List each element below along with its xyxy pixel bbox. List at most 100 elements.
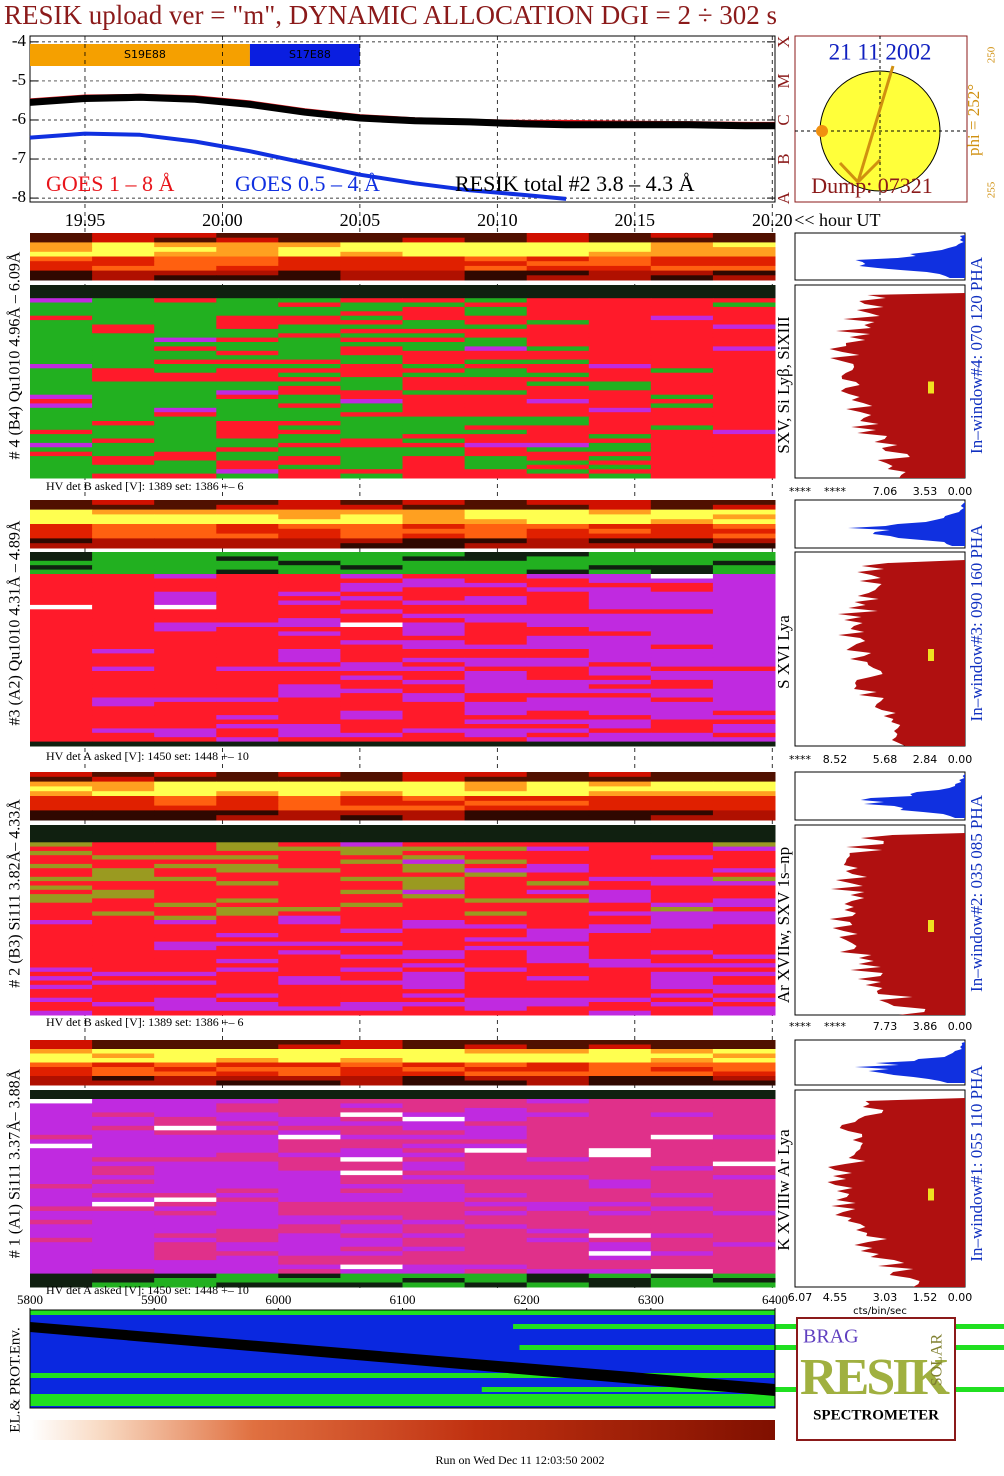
spectrogram-cell — [92, 1255, 155, 1261]
spectrogram-cell — [154, 924, 217, 930]
spectrogram-cell — [216, 574, 279, 579]
spectrogram-cell — [526, 381, 590, 387]
spectrogram-cell — [526, 298, 590, 304]
strip-cell — [650, 528, 714, 535]
strip-cell — [464, 1071, 528, 1077]
spectrogram-cell — [154, 1103, 217, 1109]
spectrogram-cell — [588, 710, 652, 716]
spectrogram-cell — [30, 1179, 93, 1185]
spectrogram-cell — [278, 963, 341, 968]
spectrogram-cell — [402, 412, 466, 418]
spectrogram-cell — [92, 1125, 155, 1131]
spectrogram-cell — [464, 1224, 528, 1230]
spectrogram-cell — [464, 556, 528, 562]
spectrogram-cell — [650, 693, 714, 698]
spectrogram-cell — [278, 1112, 341, 1118]
spectrogram-cell — [30, 1010, 93, 1016]
spectrogram-cell — [278, 438, 341, 444]
spectrogram-cell — [650, 876, 714, 882]
strip-cell — [712, 1067, 776, 1072]
spectrogram-cell — [402, 390, 466, 396]
spectrogram-cell — [588, 355, 652, 361]
spectrogram-cell — [712, 1246, 776, 1252]
spectrogram-cell — [340, 657, 403, 663]
spectrogram-cell — [712, 1121, 776, 1127]
hist-blue — [848, 502, 965, 546]
spectrogram-cell — [92, 306, 155, 312]
strip-cell — [650, 509, 714, 515]
spectrogram-cell — [650, 1125, 714, 1131]
spectrogram-cell — [340, 372, 403, 378]
spectrogram-cell — [650, 1215, 714, 1221]
spectrogram-cell — [278, 872, 341, 878]
strip-cell — [92, 265, 155, 272]
strip-cell — [30, 275, 93, 281]
spectrogram-cell — [154, 976, 217, 981]
spectrogram-cell — [92, 1090, 155, 1095]
spectrogram-cell — [216, 627, 279, 632]
strip-cell — [464, 256, 528, 262]
spectrogram-cell — [278, 741, 341, 747]
spectrogram-cell — [650, 1269, 714, 1275]
spectrogram-cell — [340, 1201, 403, 1207]
spectrogram-cell — [464, 565, 528, 571]
spectrogram-cell — [464, 1251, 528, 1257]
spectrogram-cell — [464, 1219, 528, 1225]
spectrogram-cell — [588, 1010, 652, 1016]
spectrogram-cell — [154, 657, 217, 663]
spectrogram-cell — [588, 653, 652, 659]
spectrogram-cell — [588, 993, 652, 999]
spectrogram-cell — [216, 565, 279, 571]
spectrogram-cell — [526, 1210, 590, 1216]
spectrogram-cell — [278, 1157, 341, 1163]
strip-cell — [712, 1062, 776, 1068]
spectrogram-cell — [526, 1152, 590, 1158]
spectrogram-cell — [402, 640, 466, 646]
spectrogram-cell — [588, 1152, 652, 1158]
spectrogram-cell — [712, 881, 776, 886]
strip-cell — [340, 256, 403, 262]
strip-cell — [30, 772, 93, 778]
hist-blue — [855, 235, 965, 278]
strip-cell — [526, 237, 590, 243]
spectrogram-cell — [526, 1094, 590, 1100]
spectrogram-cell — [650, 635, 714, 641]
strip-cell — [650, 500, 714, 506]
window-label: In–window#2: 035 085 PHA — [967, 794, 986, 992]
strip-cell — [650, 247, 714, 253]
hv-text: HV det A asked [V]: 1450 set: 1448 +– 10 — [46, 1283, 249, 1297]
spectrogram-cell — [92, 377, 155, 382]
spectrogram-cell — [278, 604, 341, 610]
spectrogram-cell — [92, 1010, 155, 1016]
spectrogram-cell — [278, 306, 341, 312]
spectrogram-cell — [30, 954, 93, 960]
hist-marker — [928, 649, 934, 661]
spectrogram-cell — [154, 719, 217, 725]
spectrogram-cell — [526, 1215, 590, 1221]
region-label: S19E88 — [124, 48, 166, 61]
spectrogram-cell — [216, 1237, 279, 1243]
spectrogram-cell — [588, 451, 652, 457]
spectrogram-cell — [588, 333, 652, 339]
spectrogram-cell — [216, 829, 279, 835]
spectrogram-cell — [278, 1103, 341, 1109]
spectrogram-cell — [216, 679, 279, 685]
spectrogram-cell — [464, 627, 528, 632]
spectrogram-cell — [588, 425, 652, 431]
spectrogram-cell — [650, 355, 714, 361]
strip-cell — [278, 1062, 341, 1068]
spectrogram-cell — [278, 429, 341, 435]
spectrogram-cell — [526, 1184, 590, 1189]
spectrogram-cell — [216, 451, 279, 457]
spectrogram-cell — [712, 460, 776, 466]
spectrogram-cell — [216, 1228, 279, 1234]
spectrogram-cell — [92, 915, 155, 921]
spectrogram-cell — [402, 311, 466, 317]
strip-cell — [712, 275, 776, 281]
spectrogram-cell — [526, 701, 590, 707]
spectrogram-cell — [526, 1224, 590, 1230]
spectrogram-cell — [30, 1107, 93, 1113]
spectrogram-cell — [30, 963, 93, 968]
spectrogram-cell — [650, 1260, 714, 1266]
spectrogram-cell — [650, 993, 714, 999]
